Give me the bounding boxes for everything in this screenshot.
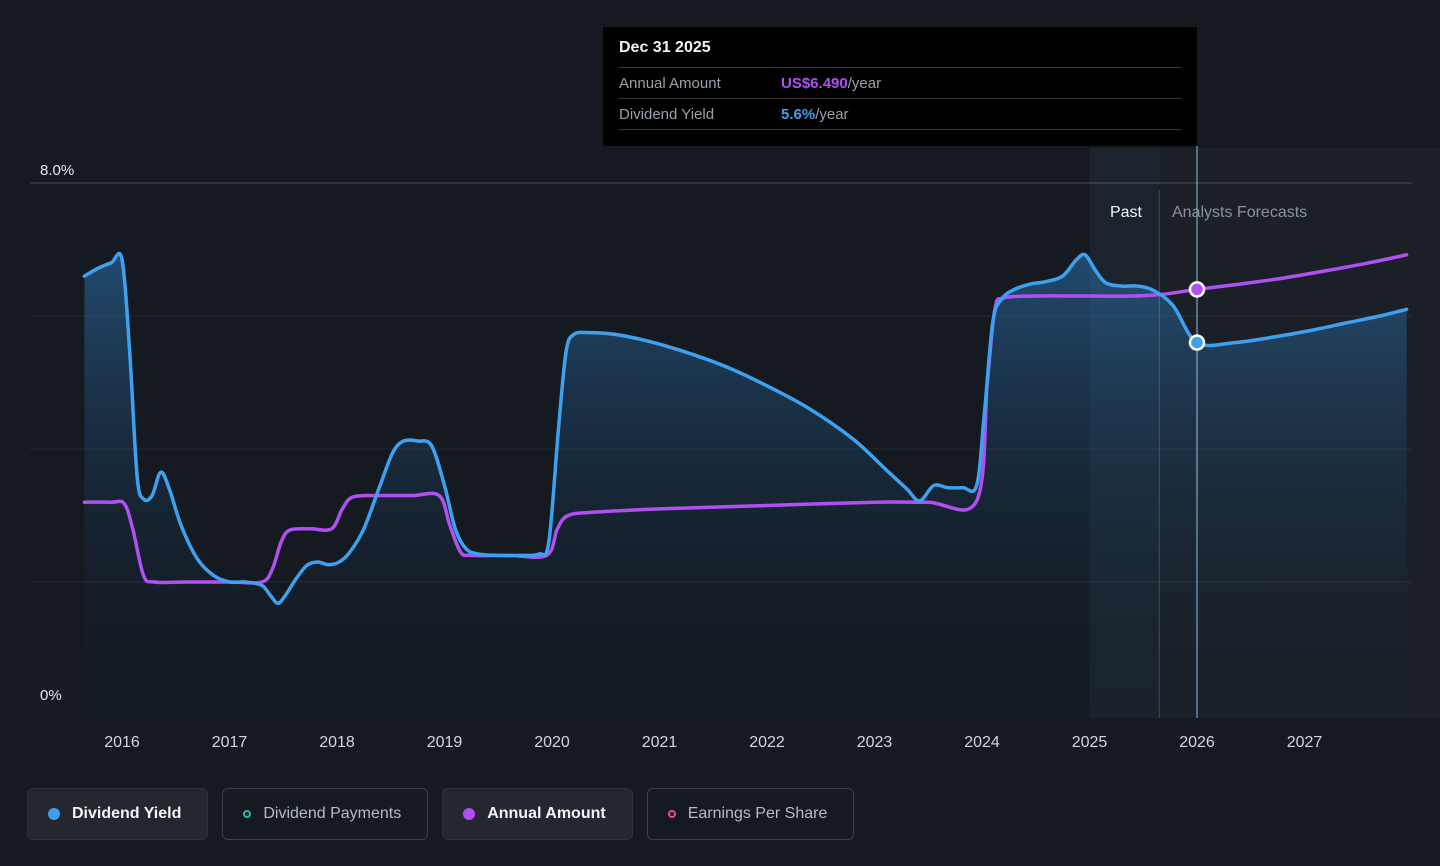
legend-item-dividend-payments[interactable]: Dividend Payments (222, 788, 429, 840)
legend-item-dividend-yield[interactable]: Dividend Yield (27, 788, 209, 840)
annual-amount-dot-icon (463, 808, 476, 820)
legend-label-dividend-yield: Dividend Yield (72, 805, 182, 822)
y-axis-label-0: 0% (40, 687, 62, 704)
tooltip-divider (619, 67, 1181, 68)
chart-tooltip: Dec 31 2025 Annual Amount US$6.490/year … (603, 27, 1197, 146)
forecast-region-label: Analysts Forecasts (1172, 204, 1308, 221)
dividend-chart: 2016 2017 2018 2019 2020 2021 2022 2023 2024 2025… (30, 146, 1412, 751)
tooltip-date: Dec 31 2025 (619, 39, 711, 56)
tooltip-suffix-dividend-yield: /year (815, 105, 849, 123)
dividend-yield-dot-icon (48, 808, 60, 820)
legend-label-annual-amount: Annual Amount (487, 805, 606, 822)
x-tick-label-2026: 2026 (1179, 734, 1215, 751)
tooltip-row-annual-amount: Annual Amount US$6.490/year (619, 68, 1181, 98)
legend-item-annual-amount[interactable]: Annual Amount (442, 788, 633, 840)
x-tick-label-2024: 2024 (964, 734, 1000, 751)
tooltip-value-annual-amount: US$6.490 (781, 74, 848, 92)
tooltip-label-annual-amount: Annual Amount (619, 74, 721, 92)
x-tick-label-2027: 2027 (1287, 734, 1323, 751)
chart-legend: Dividend Yield Dividend Payments Annual … (27, 788, 855, 840)
x-tick-label-2025: 2025 (1072, 734, 1108, 751)
x-tick-label-2023: 2023 (857, 734, 893, 751)
line-dividend-yield[interactable] (82, 251, 1409, 606)
tooltip-label-dividend-yield: Dividend Yield (619, 105, 715, 123)
earnings-per-share-ring-icon (667, 810, 676, 818)
x-tick-label-2017: 2017 (212, 734, 248, 751)
x-tick-label-2018: 2018 (319, 734, 355, 751)
marker-dividend-yield[interactable] (1188, 334, 1206, 351)
tooltip-suffix-annual-amount: /year (847, 74, 882, 92)
legend-label-earnings-per-share: Earnings Per Share (687, 805, 828, 822)
x-tick-label-2021: 2021 (642, 734, 678, 751)
x-tick-label-2016: 2016 (104, 734, 140, 751)
tooltip-value-dividend-yield: 5.6% (781, 105, 816, 123)
x-tick-label-2022: 2022 (749, 734, 785, 751)
past-region-label: Past (1109, 204, 1142, 221)
tooltip-divider (619, 98, 1181, 99)
x-tick-label-2020: 2020 (534, 734, 570, 751)
dividend-payments-ring-icon (243, 810, 252, 818)
tooltip-divider (619, 129, 1181, 130)
legend-item-earnings-per-share[interactable]: Earnings Per Share (646, 788, 855, 840)
legend-label-dividend-payments: Dividend Payments (263, 805, 402, 822)
tooltip-row-dividend-yield: Dividend Yield 5.6%/year (619, 99, 1181, 129)
x-tick-label-2019: 2019 (427, 734, 463, 751)
y-axis-label-8: 8.0% (40, 162, 75, 179)
area-dividend-yield (84, 253, 1407, 718)
marker-annual-amount[interactable] (1188, 281, 1206, 298)
